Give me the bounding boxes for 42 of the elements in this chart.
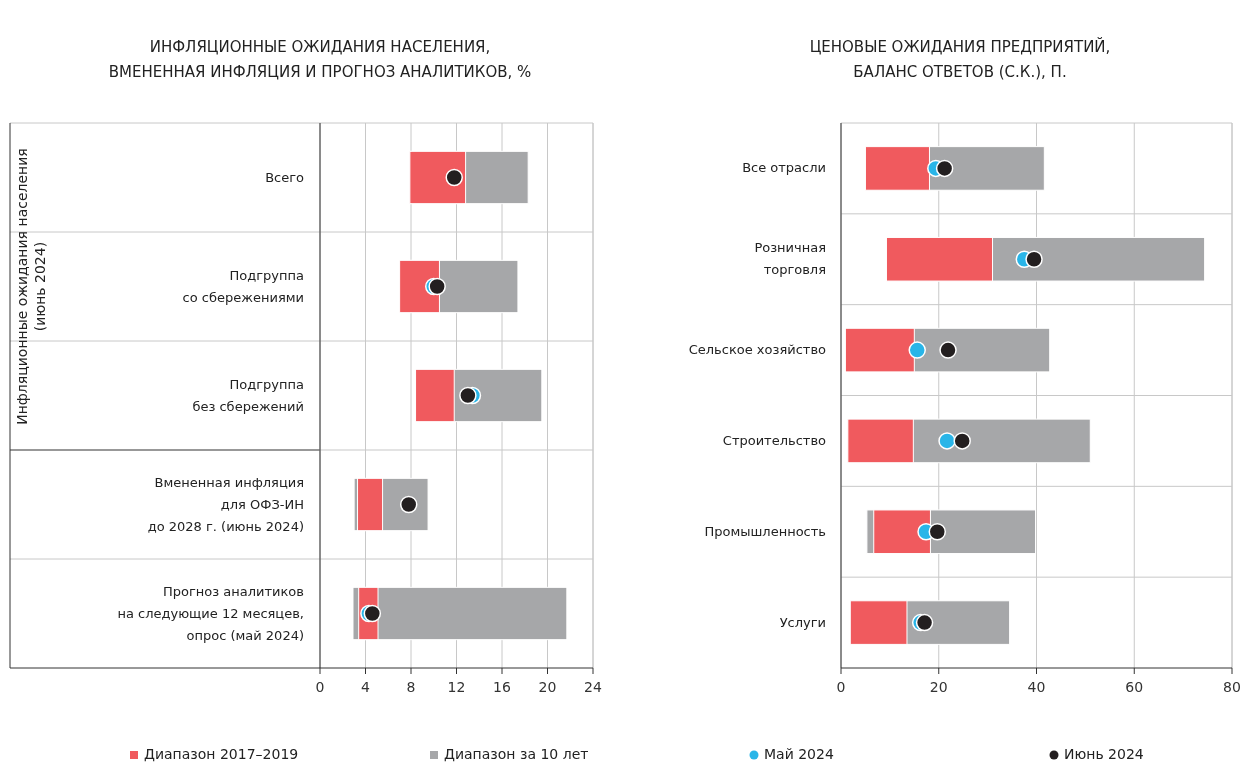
x-tick-label: 8 [406, 679, 416, 695]
y-tick-label: Все отрасли [742, 159, 826, 175]
point [938, 432, 956, 450]
legend-label: Май 2024 [764, 746, 834, 762]
point [928, 523, 947, 541]
x-tick-label: 4 [361, 679, 371, 695]
x-tick-label: 0 [836, 679, 846, 695]
y-tick-label: Подгруппа со сбережениями [182, 267, 304, 304]
chart-title: ЦЕНОВЫЕ ОЖИДАНИЯ ПРЕДПРИЯТИЙ, БАЛАНС ОТВЕТОВ (С.К.), П. [809, 36, 1111, 81]
legend-label: Диапазон 2017–2019 [144, 746, 299, 762]
x-tick-label: 12 [447, 679, 466, 695]
y-tick-label: Прогноз аналитиков на следующие 12 месяцев, опрос (май 2024) [117, 583, 304, 642]
point [935, 159, 954, 178]
point [953, 432, 971, 450]
x-tick-label: 20 [538, 679, 557, 695]
point [399, 495, 418, 514]
y-tick-label: Всего [265, 169, 305, 184]
x-tick-label: 24 [584, 679, 602, 695]
x-tick-label: 60 [1125, 679, 1144, 695]
y-axis-title: Инфляционные ожидания населения (июнь 2024) [14, 148, 48, 425]
y-tick-label: Подгруппа без сбережений [192, 376, 304, 413]
y-tick-label: Сельское хозяйство [688, 341, 827, 357]
bar [352, 586, 568, 641]
point [1025, 250, 1043, 268]
legend-label: Июнь 2024 [1064, 746, 1144, 762]
y-tick-label: Строительство [722, 432, 827, 448]
x-tick-label: 20 [929, 679, 948, 695]
x-tick-label: 40 [1027, 679, 1046, 695]
y-tick-label: Розничная торговля [754, 239, 826, 277]
x-tick-label: 80 [1223, 679, 1241, 695]
legend-label: Диапазон за 10 лет [444, 746, 589, 762]
y-tick-label: Вмененная инфляция для ОФЗ-ИН до 2028 г. (июнь 2024) [147, 474, 304, 533]
chart-title: ИНФЛЯЦИОННЫЕ ОЖИДАНИЯ НАСЕЛЕНИЯ, ВМЕНЕННАЯ ИНФЛЯЦИЯ И ПРОГНОЗ АНАЛИТИКОВ, % [108, 37, 532, 81]
point [908, 341, 926, 359]
point [459, 386, 477, 405]
point [915, 613, 934, 632]
y-tick-label: Услуги [779, 614, 826, 630]
point [445, 168, 463, 187]
y-tick-label: Промышленность [704, 523, 826, 539]
x-tick-label: 0 [315, 679, 325, 695]
point [939, 341, 957, 359]
x-tick-label: 16 [493, 679, 511, 695]
